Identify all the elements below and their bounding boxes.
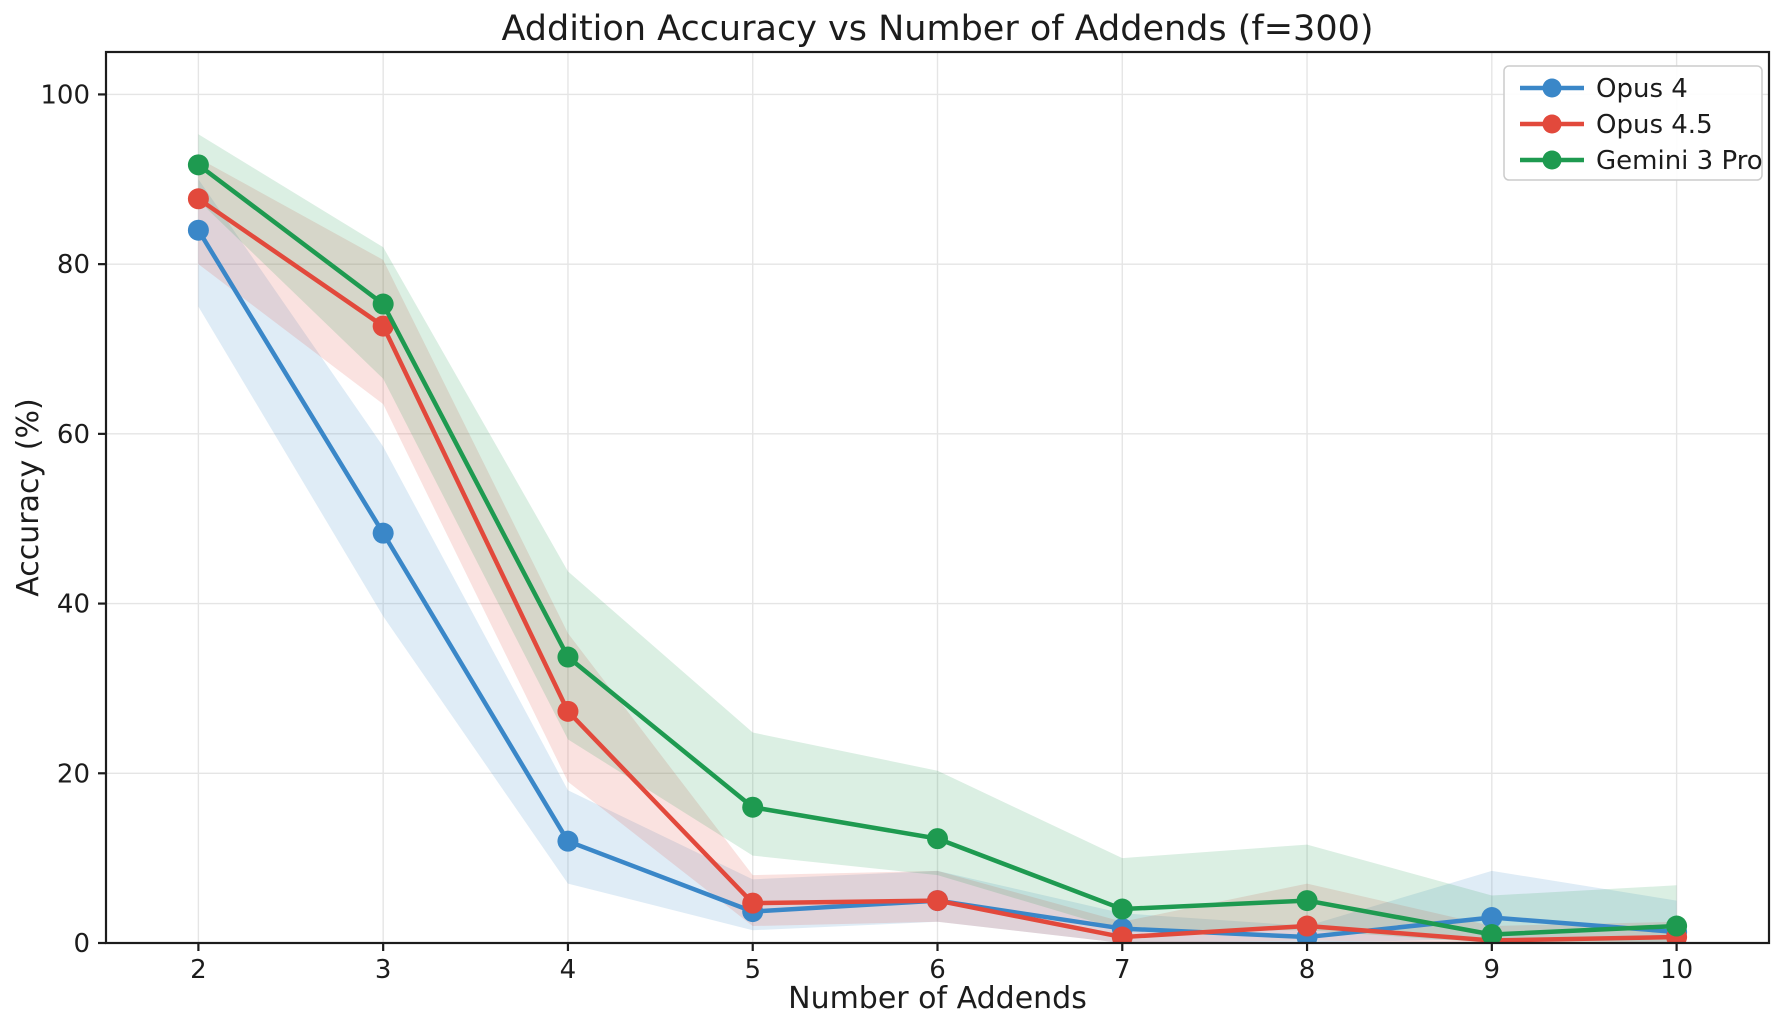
y-tick-label-100: 100 bbox=[40, 80, 90, 110]
data-point-opus-4-5-x8 bbox=[1296, 915, 1318, 937]
data-point-opus-4-5-x6 bbox=[927, 890, 948, 912]
legend-marker-gemini-3-pro bbox=[1542, 150, 1562, 170]
y-tick-label-60: 60 bbox=[57, 420, 90, 450]
data-point-opus-4-5-x5 bbox=[742, 892, 764, 914]
x-tick-label-7: 7 bbox=[1114, 955, 1131, 985]
x-tick-label-5: 5 bbox=[744, 955, 761, 985]
data-point-opus-4-5-x2 bbox=[187, 188, 209, 210]
legend-label-opus-4-5: Opus 4.5 bbox=[1596, 110, 1713, 140]
x-tick-label-10: 10 bbox=[1660, 955, 1693, 985]
plot-area bbox=[187, 134, 1688, 943]
legend-label-gemini-3-pro: Gemini 3 Pro bbox=[1596, 146, 1763, 176]
data-point-opus-4-x4 bbox=[557, 830, 579, 852]
data-point-opus-4-5-x4 bbox=[557, 700, 579, 722]
confidence-band-gemini-3-pro bbox=[198, 134, 1677, 943]
x-tick-label-4: 4 bbox=[560, 955, 577, 985]
data-point-gemini-3-pro-x9 bbox=[1481, 924, 1503, 943]
data-point-gemini-3-pro-x8 bbox=[1296, 890, 1318, 912]
data-point-opus-4-x9 bbox=[1481, 907, 1503, 929]
legend-box bbox=[1503, 65, 1763, 181]
data-point-gemini-3-pro-x10 bbox=[1666, 915, 1688, 937]
data-point-opus-4-x2 bbox=[187, 219, 209, 241]
legend-label-opus-4: Opus 4 bbox=[1596, 74, 1688, 104]
data-point-gemini-3-pro-x4 bbox=[557, 646, 579, 668]
y-axis-label: Accuracy (%) bbox=[11, 398, 46, 596]
x-tick-label-6: 6 bbox=[929, 955, 946, 985]
legend: Opus 4 Opus 4.5 Gemini 3 Pro bbox=[1503, 65, 1763, 181]
confidence-band-opus-4-5 bbox=[198, 158, 1677, 943]
chart-title: Addition Accuracy vs Number of Addends (… bbox=[501, 9, 1373, 49]
data-point-gemini-3-pro-x2 bbox=[187, 154, 209, 176]
data-point-opus-4-5-x3 bbox=[372, 315, 394, 337]
x-tick-label-3: 3 bbox=[375, 955, 392, 985]
data-point-opus-4-5-x7 bbox=[1111, 926, 1133, 943]
y-tick-label-40: 40 bbox=[57, 590, 90, 620]
legend-marker-opus-4 bbox=[1542, 78, 1562, 98]
x-tick-label-8: 8 bbox=[1299, 955, 1316, 985]
data-point-gemini-3-pro-x5 bbox=[742, 796, 764, 818]
data-point-gemini-3-pro-x3 bbox=[372, 293, 394, 315]
legend-item-gemini-3-pro: Gemini 3 Pro bbox=[1520, 146, 1763, 176]
x-axis-label: Number of Addends bbox=[788, 981, 1087, 1016]
data-point-gemini-3-pro-x7 bbox=[1111, 898, 1133, 920]
y-tick-label-0: 0 bbox=[73, 929, 90, 959]
legend-item-opus-4-5: Opus 4.5 bbox=[1520, 110, 1713, 140]
legend-marker-opus-4-5 bbox=[1542, 114, 1562, 134]
data-point-opus-4-x3 bbox=[372, 522, 394, 544]
legend-item-opus-4: Opus 4 bbox=[1520, 74, 1688, 104]
x-tick-label-9: 9 bbox=[1484, 955, 1501, 985]
data-point-gemini-3-pro-x6 bbox=[927, 828, 948, 850]
x-tick-label-2: 2 bbox=[190, 955, 207, 985]
y-tick-label-80: 80 bbox=[57, 250, 90, 280]
y-tick-label-20: 20 bbox=[57, 759, 90, 789]
